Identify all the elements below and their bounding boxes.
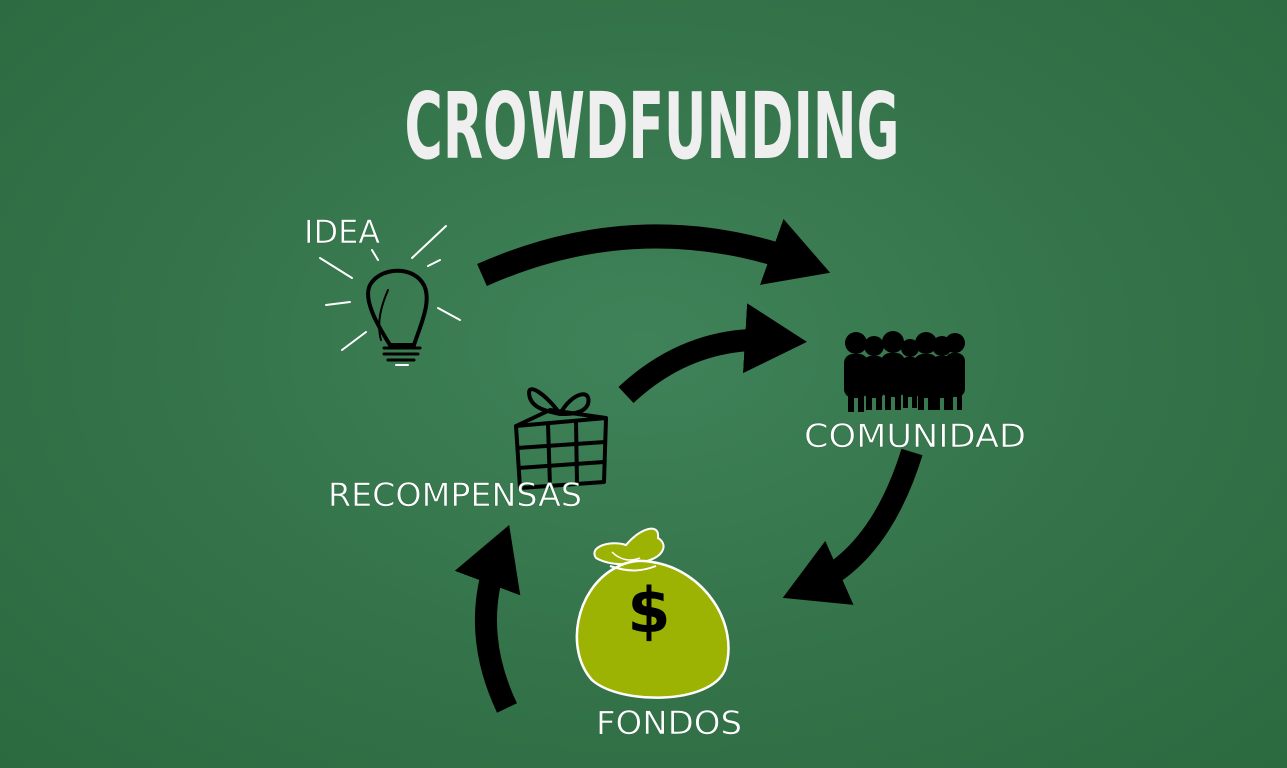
arrow-recompensas-to-comunidad xyxy=(618,303,807,404)
arrow-comunidad-to-fondos xyxy=(782,448,923,605)
money-bag-icon xyxy=(575,527,730,699)
gift-box-icon xyxy=(514,387,608,490)
label-recompensas: RECOMPENSAS xyxy=(328,476,582,514)
dollar-symbol: $ xyxy=(627,574,670,647)
label-fondos: FONDOS xyxy=(596,704,742,742)
lightbulb-icon xyxy=(319,225,461,366)
label-idea: IDEA xyxy=(304,213,380,251)
page-title: CROWDFUNDING xyxy=(405,73,900,180)
label-comunidad: COMUNIDAD xyxy=(804,417,1026,455)
people-icon xyxy=(844,331,965,412)
arrow-idea-to-comunidad xyxy=(477,218,831,286)
arrow-fondos-to-recompensas xyxy=(454,525,521,713)
